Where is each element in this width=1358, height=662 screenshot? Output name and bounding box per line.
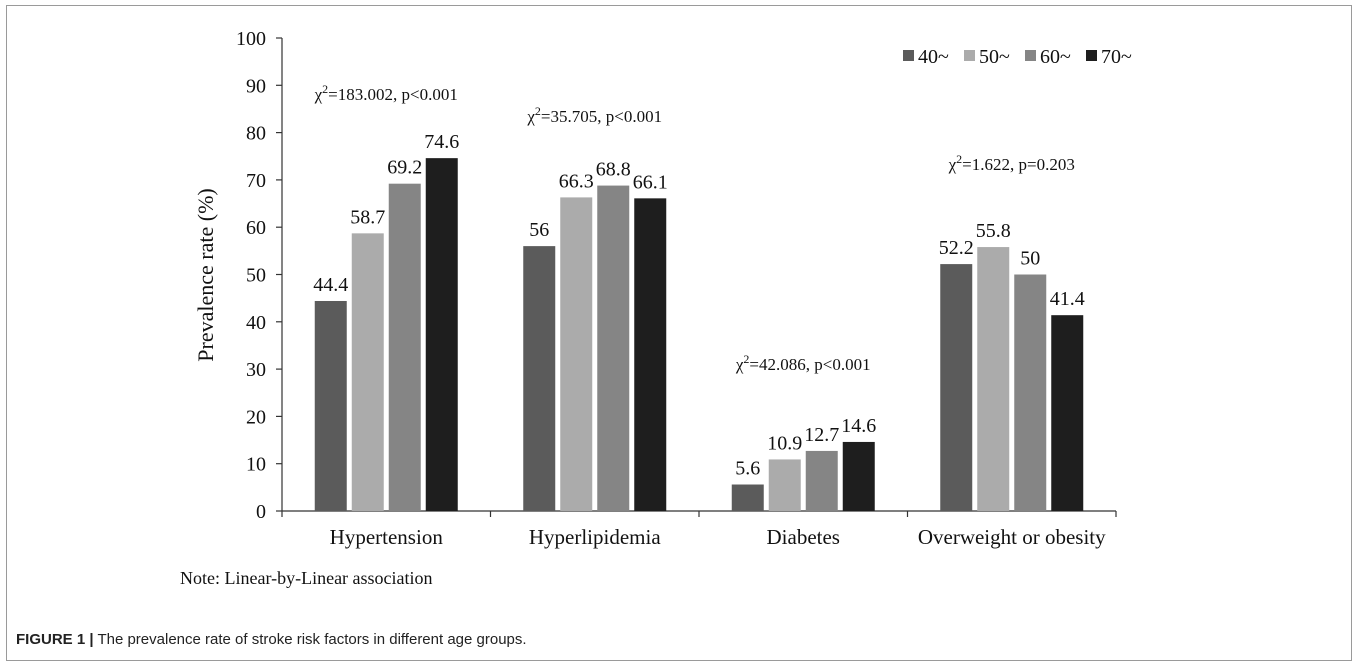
chi-square-annotation: χ2=183.002, p<0.001 (314, 82, 458, 104)
legend: 40~ 50~ 60~ 70~ (903, 46, 1132, 68)
bar-data-label: 41.4 (1050, 288, 1085, 310)
bar (940, 264, 973, 511)
bar (731, 484, 764, 511)
legend-label: 60~ (1040, 46, 1071, 68)
bar-data-label: 5.6 (735, 458, 760, 480)
bar (425, 158, 458, 511)
bar-data-label: 55.8 (976, 220, 1011, 242)
bar (597, 185, 630, 512)
bar-data-label: 58.7 (350, 206, 385, 228)
bar-data-label: 10.9 (767, 432, 802, 454)
bar (842, 441, 875, 511)
bar (1051, 315, 1084, 511)
y-tick-label: 30 (246, 359, 266, 381)
bar (805, 450, 838, 511)
caption-text: The prevalence rate of stroke risk facto… (93, 631, 527, 648)
y-tick-label: 100 (236, 28, 266, 50)
data-labels: 44.4 58.7 69.274.6 56 66.368.866.1 5.6 10.9 12.… (313, 131, 1085, 479)
bar-data-label: 44.4 (313, 274, 348, 296)
bar (768, 459, 801, 511)
chi-square-annotation: χ2=35.705, p<0.001 (526, 104, 662, 126)
legend-swatch (903, 50, 914, 61)
bar-data-label: 68.8 (596, 159, 631, 181)
legend-swatch (964, 50, 975, 61)
bar (388, 183, 421, 511)
caption-label: FIGURE 1 | (16, 631, 94, 648)
bar-data-label: 66.1 (633, 171, 668, 193)
y-tick-label: 40 (246, 312, 266, 334)
y-axis-label: Prevalence rate (%) (193, 188, 218, 361)
bar-data-label: 50 (1020, 248, 1040, 270)
x-tick-label: Hypertension (330, 525, 444, 549)
y-tick-label: 0 (256, 501, 266, 523)
bar-data-label: 14.6 (841, 415, 876, 437)
figure-frame (6, 5, 1352, 661)
bar (351, 233, 384, 511)
bar-data-label: 66.3 (559, 170, 594, 192)
bar (314, 300, 347, 511)
bar-data-label: 12.7 (804, 424, 839, 446)
y-axis: 0 10 20 30 40 50 60 70 80 90 100 (236, 28, 283, 523)
chi-square-annotation: χ2=1.622, p=0.203 (948, 152, 1075, 174)
chart-note: Note: Linear-by-Linear association (180, 568, 433, 588)
bar (634, 198, 667, 512)
bar (977, 247, 1010, 512)
y-tick-label: 10 (246, 454, 266, 476)
x-tick-label: Diabetes (767, 525, 840, 549)
chi-square-annotation: χ2=42.086, p<0.001 (735, 352, 871, 374)
y-tick-label: 50 (246, 265, 266, 287)
bar-data-label: 52.2 (939, 237, 974, 259)
x-axis: Hypertension Hyperlipidemia Diabetes Overwe… (281, 510, 1117, 549)
legend-swatch (1086, 50, 1097, 61)
bar (523, 246, 556, 511)
bar-data-label: 69.2 (387, 157, 422, 179)
legend-label: 50~ (979, 46, 1010, 68)
bars (314, 158, 1084, 512)
y-tick-label: 70 (246, 170, 266, 192)
bar-data-label: 56 (529, 219, 549, 241)
legend-label: 70~ (1101, 46, 1132, 68)
y-tick-label: 90 (246, 75, 266, 97)
legend-swatch (1025, 50, 1036, 61)
y-tick-label: 20 (246, 406, 266, 428)
x-tick-label: Overweight or obesity (918, 525, 1106, 549)
figure-caption: FIGURE 1 | The prevalence rate of stroke… (16, 631, 527, 648)
y-tick-label: 60 (246, 217, 266, 239)
bar (560, 197, 593, 511)
bar (1014, 274, 1047, 511)
annotations: χ2=183.002, p<0.001 χ2=35.705, p<0.001 χ2=… (314, 82, 1075, 374)
bar-data-label: 74.6 (424, 131, 459, 153)
x-tick-label: Hyperlipidemia (529, 525, 661, 549)
y-tick-label: 80 (246, 123, 266, 145)
legend-label: 40~ (918, 46, 949, 68)
